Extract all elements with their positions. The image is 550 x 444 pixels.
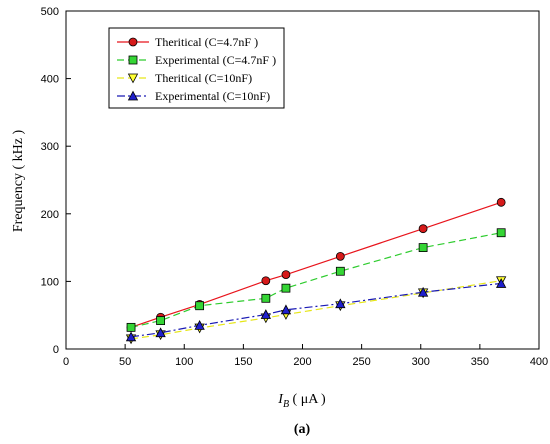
legend-box: [108, 27, 285, 109]
data-point: [335, 251, 345, 261]
series-4: [125, 278, 507, 342]
data-point: [417, 286, 429, 297]
x-tick-label: 250: [352, 356, 370, 368]
y-tick-label: 500: [41, 6, 59, 18]
data-point: [496, 228, 506, 238]
legend-marker: [128, 37, 138, 47]
data-point: [125, 331, 137, 342]
x-tick-label: 150: [234, 356, 252, 368]
legend-item: Experimental (C=4.7nF ): [117, 53, 276, 67]
data-point: [418, 224, 428, 234]
x-axis-label-unit: ( μA ): [289, 392, 326, 407]
y-tick-label: 300: [41, 141, 59, 153]
data-point: [496, 197, 506, 207]
legend-label: Experimental (C=4.7nF ): [155, 53, 276, 67]
series-line: [130, 282, 502, 338]
legend: Theritical (C=4.7nF ) Experimental (C=4.7…: [108, 27, 285, 109]
series-line: [130, 232, 502, 328]
series-line: [130, 201, 502, 328]
data-point: [418, 243, 428, 253]
x-axis-label-subscript: B: [283, 399, 289, 410]
series-2: [126, 228, 506, 332]
legend-item: Theritical (C=4.7nF ): [117, 35, 258, 49]
data-point: [495, 278, 507, 288]
x-tick-label: 300: [412, 356, 430, 368]
y-tick-label: 200: [41, 209, 59, 221]
legend-marker: [127, 73, 139, 84]
data-point: [126, 322, 136, 332]
series-line: [130, 280, 502, 340]
data-point: [261, 293, 271, 303]
data-point: [195, 301, 205, 311]
figure-caption: (a): [294, 422, 311, 437]
data-point: [260, 309, 272, 319]
data-point: [194, 319, 205, 330]
y-axis-label: Frequency ( kHz ): [11, 130, 26, 233]
legend-label: Theritical (C=10nF): [155, 71, 252, 85]
data-point: [281, 270, 291, 280]
y-tick-label: 400: [41, 74, 59, 86]
data-point: [335, 298, 346, 309]
x-axis-label-main: I: [277, 392, 284, 407]
data-point: [155, 327, 166, 338]
y-tick-label: 100: [41, 276, 59, 288]
series-layer: [125, 197, 507, 345]
data-point: [280, 304, 292, 315]
data-point: [261, 276, 271, 286]
data-point: [281, 283, 291, 293]
legend-label: Experimental (C=10nF): [155, 89, 270, 103]
legend-marker: [128, 55, 138, 65]
legend-item: Theritical (C=10nF): [117, 71, 252, 85]
y-axis-ticks: 0 100 200 300 400 500: [41, 6, 71, 356]
x-tick-label: 400: [530, 356, 548, 368]
legend-marker: [127, 90, 139, 101]
x-tick-label: 0: [63, 356, 69, 368]
x-tick-label: 200: [293, 356, 311, 368]
x-tick-label: 50: [119, 356, 131, 368]
x-axis-ticks: 0 50 100 150 200 250 300 350 400: [63, 344, 548, 368]
x-tick-label: 350: [471, 356, 489, 368]
x-axis-label: IB ( μA ): [277, 392, 326, 410]
data-point: [156, 316, 166, 326]
legend-item: Experimental (C=10nF): [117, 89, 270, 103]
x-tick-label: 100: [175, 356, 193, 368]
legend-label: Theritical (C=4.7nF ): [155, 35, 258, 49]
y-tick-label: 0: [53, 344, 59, 356]
data-point: [335, 266, 345, 276]
